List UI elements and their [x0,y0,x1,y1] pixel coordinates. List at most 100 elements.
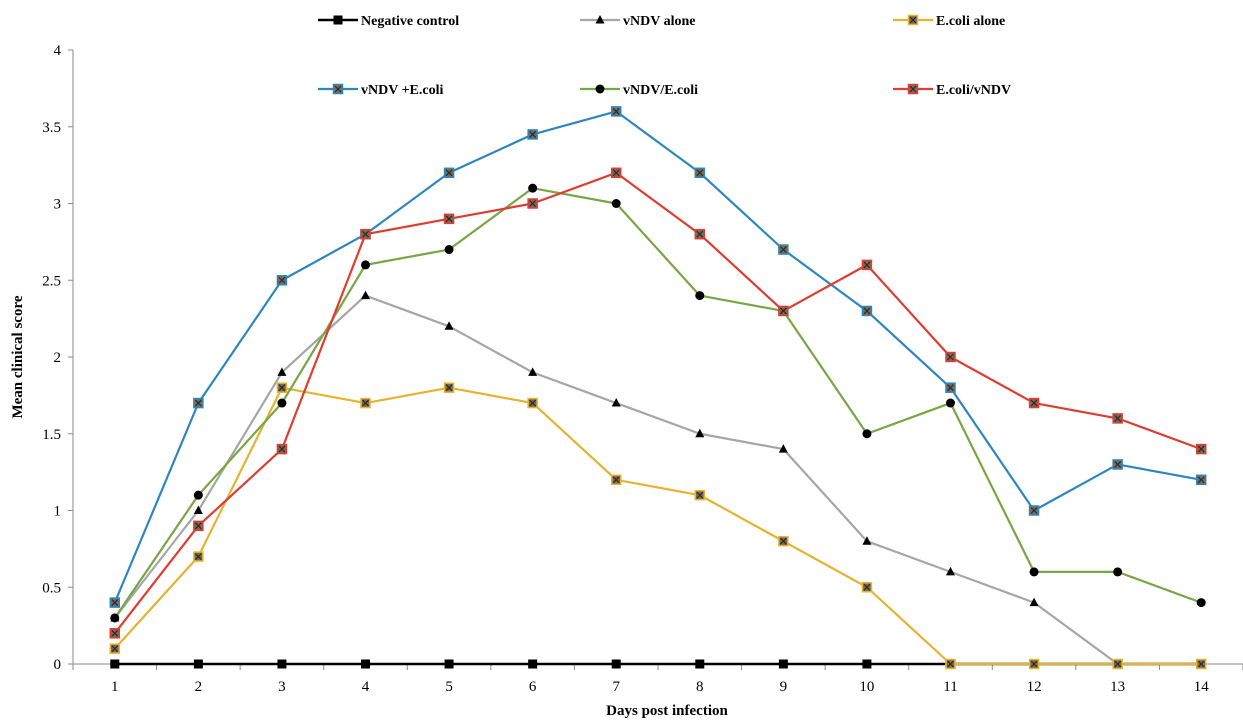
legend-marker [333,15,343,25]
data-point [109,628,121,639]
x-tick-label: 5 [445,679,453,695]
data-point [527,129,538,140]
y-tick-label: 4 [54,43,62,59]
x-tick-label: 6 [529,679,537,695]
x-tick-label: 8 [696,679,704,695]
y-tick-label: 2 [54,350,62,366]
legend-item-e-coli-alone: E.coli alone [893,14,1005,29]
series-line-vndv-e-coli [113,110,1202,604]
data-point [946,566,955,576]
data-point [527,198,538,209]
data-point [1028,397,1040,409]
x-tick-label: 11 [943,679,957,695]
data-point [610,474,622,486]
data-point [945,658,956,670]
data-point [695,659,705,669]
x-tick-label: 1 [111,679,119,695]
data-point [443,213,455,225]
data-point [1195,474,1207,486]
series-line-e-coli-vndv [113,171,1202,634]
data-point [695,291,705,301]
data-point [277,398,287,408]
data-point [193,551,204,562]
data-point [528,659,538,669]
data-point [778,659,788,669]
y-tick-label: 0.5 [42,580,61,596]
y-tick-label: 3.5 [42,120,61,136]
data-point [444,245,454,255]
data-point [611,398,621,407]
legend-marker [595,15,605,24]
legend-label: Negative control [361,14,459,29]
legend-item-vndv-e-coli: vNDV +E.coli [318,83,443,98]
legend-label: vNDV alone [623,14,695,29]
series-line-vndv-e-coli [113,187,1202,619]
series-vndv-alone [110,290,1206,668]
data-point [276,275,288,286]
legend-marker [595,84,605,94]
data-point [443,382,455,393]
data-point [610,167,622,179]
data-point [695,428,705,438]
legend: Negative control vNDV alone E.coli alone vN… [318,14,1011,98]
legend-marker [907,14,919,26]
data-point [862,659,872,669]
data-point [444,321,454,330]
y-tick-label: 1 [54,504,62,520]
x-tick-label: 4 [362,679,370,695]
x-tick-label: 3 [278,679,286,695]
x-tick-label: 12 [1027,679,1042,695]
data-point [1112,658,1123,670]
data-point [861,582,873,593]
x-tick-label: 10 [859,679,874,695]
data-point [861,305,873,317]
data-point [360,228,371,240]
data-point [1028,658,1040,670]
data-point [1195,443,1207,455]
legend-item-vndv-alone: vNDV alone [580,14,695,29]
data-point [193,490,203,500]
data-point [610,106,622,117]
data-point [193,659,203,669]
legend-marker [907,83,919,95]
legend-marker [332,83,344,95]
data-point [1029,597,1039,607]
data-point [444,659,454,669]
legend-item-negative-control: Negative control [318,14,459,29]
data-point [1112,413,1123,424]
data-point [109,643,121,654]
series-vndv-e-coli [110,183,1206,623]
legend-item-vndv-e-coli: vNDV/E.coli [580,83,698,98]
data-point [1028,505,1040,516]
data-point [862,536,872,545]
data-point [861,259,873,271]
data-point [778,535,789,547]
y-tick-label: 2.5 [42,273,61,289]
data-point [778,305,789,317]
data-point [277,367,287,376]
data-point [945,382,956,393]
x-tick-label: 7 [612,679,620,695]
legend-item-e-coli-vndv: E.coli/vNDV [893,83,1011,98]
legend-label: vNDV +E.coli [361,83,443,98]
data-point [694,167,706,179]
data-point [778,444,788,453]
data-point [778,244,789,255]
data-point [443,167,455,179]
data-point [694,228,706,240]
data-point [193,397,204,409]
y-tick-label: 3 [54,197,62,213]
data-point [528,367,538,376]
data-point [277,659,287,669]
data-point [862,429,872,439]
data-point [946,398,955,408]
legend-label: E.coli alone [936,14,1005,29]
series-line-e-coli-alone [113,386,1202,666]
data-point [528,183,538,193]
data-point [1112,459,1123,470]
y-axis-title: Mean clinical score [10,295,26,418]
data-point [276,443,288,455]
data-point [694,489,706,501]
